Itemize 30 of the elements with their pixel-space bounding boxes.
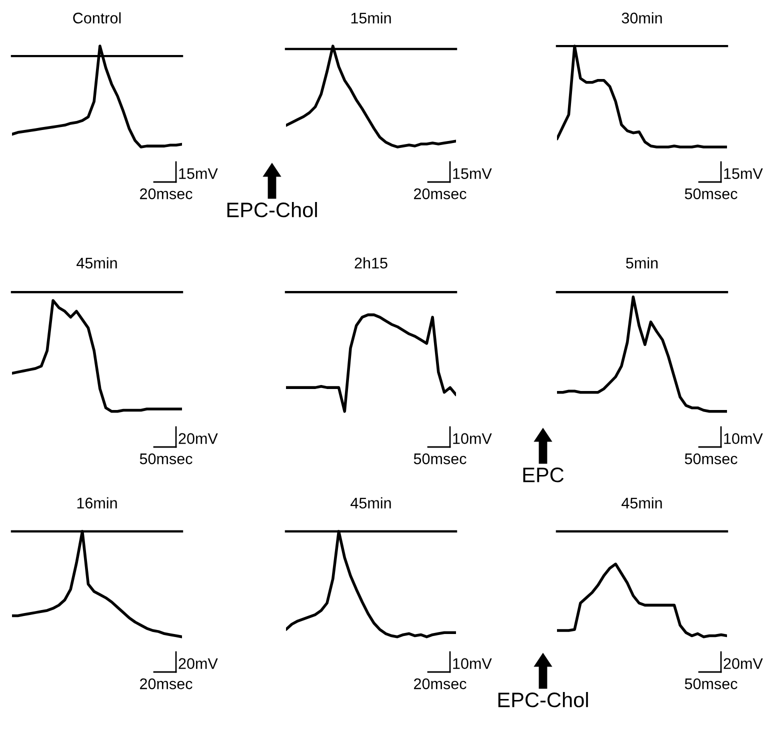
text: 10mV bbox=[453, 658, 492, 669]
chart-title: 5min bbox=[626, 257, 658, 268]
text: EPC-Chol bbox=[227, 202, 317, 218]
text: 15mV bbox=[453, 168, 492, 179]
text: 10mV bbox=[453, 433, 492, 444]
text: 50msec bbox=[684, 188, 738, 200]
text: 50msec bbox=[414, 453, 466, 464]
chart-title: Control bbox=[73, 12, 121, 24]
text: 20msec bbox=[414, 678, 466, 690]
chart-title: 15min bbox=[351, 12, 391, 24]
text: 20mV bbox=[724, 658, 763, 669]
chart-title: 45min bbox=[76, 257, 117, 268]
text: 50msec bbox=[684, 453, 738, 464]
chart-title: 45min bbox=[350, 497, 391, 508]
text: 10mV bbox=[724, 433, 763, 444]
text: EPC-Chol bbox=[498, 692, 588, 708]
chart-title: 30min bbox=[622, 12, 662, 24]
text: 15mV bbox=[179, 168, 218, 179]
text: 50msec bbox=[140, 453, 192, 464]
text: 20mV bbox=[178, 658, 218, 669]
text: EPC bbox=[523, 468, 564, 482]
chart-title: 45min bbox=[622, 497, 662, 508]
text: 50msec bbox=[684, 678, 738, 690]
text: 20mV bbox=[178, 433, 218, 444]
text: 15mV bbox=[724, 168, 763, 179]
text: 20msec bbox=[140, 678, 192, 690]
chart-title: 2h15 bbox=[354, 257, 388, 268]
text: 20msec bbox=[140, 188, 192, 200]
text: 20msec bbox=[414, 188, 466, 200]
chart-title: 16min bbox=[77, 497, 117, 508]
